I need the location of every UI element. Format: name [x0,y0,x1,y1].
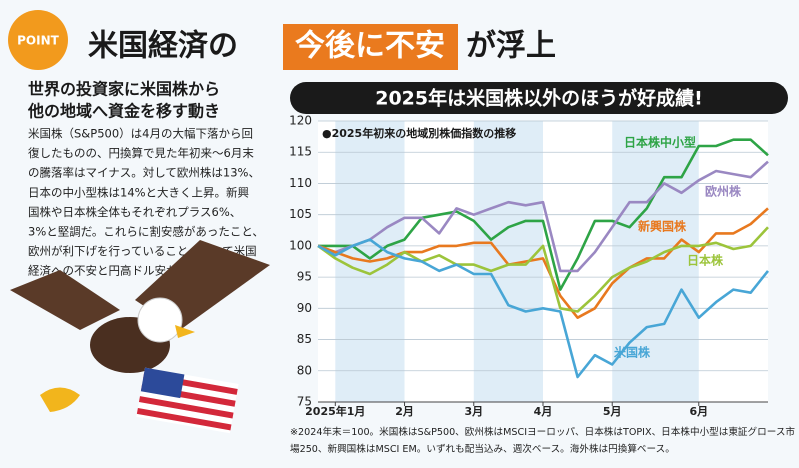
eagle-illustration [10,240,270,434]
series-line [317,226,769,313]
y-tick-label: 85 [297,332,312,346]
y-tick-label: 100 [289,238,312,252]
chart-title-banner [290,82,788,114]
left-body-line: 復したものの、円換算で見た年初来～6月末 [28,146,254,160]
left-heading: 他の地域へ資金を移す動き [27,102,220,121]
footnote: 場250、新興国株はMSCI EM。いずれも配当込み、週次ベース。海外株は円換算… [290,443,675,455]
y-tick-label: 120 [289,114,312,128]
series-label: 新興国株 [638,219,687,234]
series-line [317,238,770,379]
month-band [612,121,699,402]
series-line [317,207,769,319]
x-tick-label: 3月 [464,405,483,418]
chart-subtitle: ●2025年初来の地域別株価指数の推移 [322,126,516,140]
y-tick-label: 115 [289,145,312,159]
title-before: 米国経済の [88,29,238,64]
series-label: 米国株 [614,345,651,360]
y-tick-label: 80 [297,363,312,377]
title-after: が浮上 [466,29,556,64]
left-body-line: 国株や日本株全体もそれぞれプラス6%、 [28,205,241,219]
x-tick-label: 4月 [534,405,553,418]
series-line [318,138,769,291]
left-body-line: の騰落率はマイナス。対して欧州株は13%、 [28,166,260,180]
y-tick-label: 105 [289,207,312,221]
badge: POINT [17,34,60,48]
series-label: 欧州株 [705,184,742,199]
series-line [317,160,769,273]
left-body-line: 日本の中小型株は14%と大きく上昇。新興 [28,185,249,199]
x-tick-label: 5月 [603,405,622,418]
x-tick-label: 2025年1月 [305,404,365,418]
chart-title: 2025年は米国株以外のほうが好成績! [375,87,703,110]
series-label: 日本株 [687,253,724,268]
badge-circle [8,10,68,70]
series-label: 日本株中小型 [624,135,696,150]
left-body-line: 3%と堅調だ。これらに割安感があったこと、 [28,225,264,239]
footnote: ※2024年末＝100。米国株はS&P500、欧州株はMSCIヨーロッパ、日本株… [290,426,795,438]
left-heading: 世界の投資家に米国株から [28,80,220,99]
title-highlight: 今後に不安 [295,29,445,64]
x-tick-label: 6月 [689,405,708,418]
y-tick-label: 110 [289,176,312,190]
x-tick-label: 2月 [395,405,414,418]
y-tick-label: 90 [297,301,312,315]
left-body-line: 米国株（S&P500）は4月の大幅下落から回 [28,127,253,141]
y-tick-label: 95 [297,270,312,284]
y-tick-label: 75 [297,395,312,409]
title-highlight-box [283,24,458,70]
chart: ●2025年初来の地域別株価指数の推移 75 80 85 90 95 100 105 110 11… [289,114,795,456]
